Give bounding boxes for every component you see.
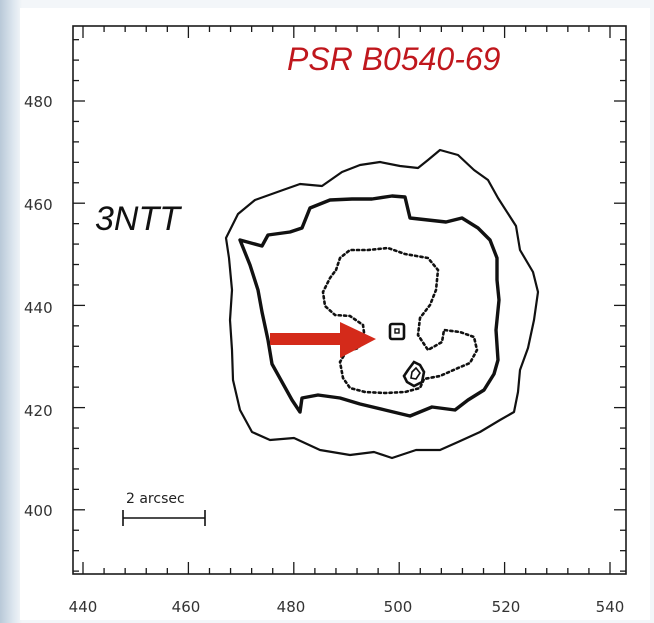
southern-knot: [402, 360, 426, 388]
y-tick-label: 480: [24, 93, 53, 111]
plot-frame: [72, 25, 627, 575]
x-tick-label: 480: [277, 598, 306, 616]
right-arrow-icon: [270, 322, 376, 358]
x-tick-label: 500: [384, 598, 413, 616]
x-tick-label: 440: [69, 598, 98, 616]
y-tick-label: 460: [24, 196, 53, 214]
y-tick-label: 440: [24, 299, 53, 317]
middle-contour: [238, 194, 501, 418]
x-tick-label: 460: [172, 598, 201, 616]
inner-contour: [321, 246, 479, 395]
scale-bar: [122, 510, 206, 526]
axis-ticks: [73, 26, 626, 574]
y-tick-labels: 480 460 440 420 400: [24, 93, 53, 520]
y-tick-label: 420: [24, 402, 53, 420]
scale-bar-label: 2 arcsec: [126, 491, 185, 507]
x-tick-label: 520: [492, 598, 521, 616]
x-tick-label: 540: [596, 598, 625, 616]
x-tick-labels: 440 460 480 500 520 540: [69, 598, 625, 616]
figure-title: PSR B0540-69: [287, 41, 501, 77]
y-tick-label: 400: [24, 502, 53, 520]
outer-contour: [224, 148, 540, 460]
panel-label: 3NTT: [95, 200, 182, 238]
pulsar-knot: [388, 322, 406, 341]
